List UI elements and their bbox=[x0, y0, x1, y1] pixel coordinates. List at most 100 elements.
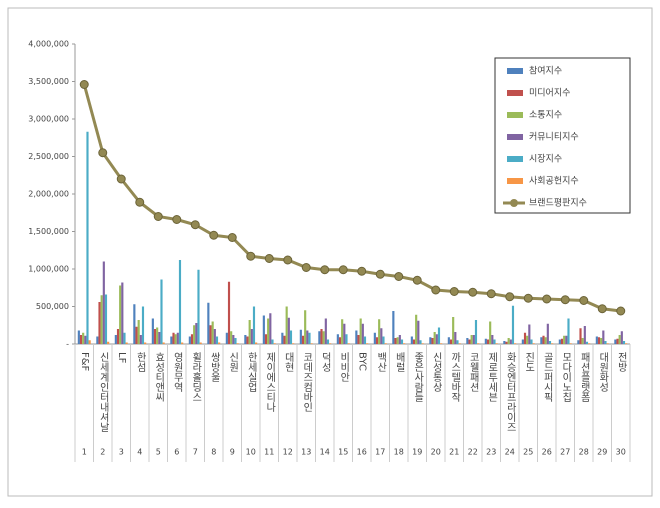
bar bbox=[193, 325, 196, 344]
line-marker bbox=[542, 294, 552, 304]
rank-label: 3 bbox=[119, 448, 124, 457]
bar bbox=[232, 335, 235, 344]
bar bbox=[565, 335, 568, 344]
bar bbox=[121, 282, 124, 344]
bar bbox=[211, 321, 214, 344]
bar bbox=[400, 339, 404, 344]
x-tick-label: 휠라홀딩스 bbox=[190, 351, 202, 402]
rank-label: 17 bbox=[375, 448, 385, 457]
bar bbox=[84, 335, 87, 344]
bar bbox=[102, 261, 105, 344]
x-tick-label: 까스텔바작 bbox=[449, 352, 461, 402]
x-tick-label: 비비안 bbox=[338, 352, 350, 382]
bar bbox=[486, 339, 490, 344]
legend-label: 미디어지수 bbox=[529, 88, 570, 99]
line-marker bbox=[227, 233, 237, 242]
bar bbox=[271, 339, 274, 344]
bar bbox=[551, 343, 554, 344]
bar bbox=[474, 320, 478, 344]
bar bbox=[135, 326, 138, 344]
bar bbox=[88, 340, 91, 344]
bar bbox=[514, 343, 517, 344]
bar bbox=[625, 343, 628, 344]
bar bbox=[264, 334, 268, 344]
y-tick-label: 4,000,000 bbox=[28, 40, 69, 49]
bar bbox=[412, 339, 416, 344]
bar bbox=[526, 335, 529, 344]
line-marker bbox=[560, 295, 570, 305]
bar bbox=[289, 330, 293, 344]
rank-label: 19 bbox=[412, 448, 422, 457]
bar bbox=[449, 339, 453, 344]
bar bbox=[213, 329, 216, 344]
bar bbox=[139, 335, 142, 344]
bar bbox=[394, 338, 397, 344]
bar bbox=[234, 338, 237, 344]
bar bbox=[472, 335, 475, 344]
bar bbox=[116, 329, 120, 344]
bar bbox=[375, 337, 379, 344]
bar bbox=[437, 327, 441, 344]
bar bbox=[329, 343, 332, 344]
legend-swatch bbox=[507, 112, 523, 118]
bar bbox=[523, 332, 527, 344]
bar bbox=[292, 343, 295, 344]
bar bbox=[326, 339, 330, 344]
bar bbox=[466, 338, 469, 344]
line-marker bbox=[209, 230, 219, 240]
bar bbox=[320, 329, 323, 344]
x-tick-label: F&F bbox=[79, 352, 90, 372]
x-tick-label: 쌍방울 bbox=[208, 352, 220, 382]
bar bbox=[597, 337, 601, 344]
bar bbox=[484, 338, 487, 344]
line-marker bbox=[135, 197, 145, 207]
bar bbox=[454, 332, 457, 344]
bar bbox=[507, 338, 510, 344]
bar bbox=[345, 334, 348, 344]
x-tick-label: 제로투세븐 bbox=[486, 352, 498, 402]
line-marker bbox=[98, 148, 108, 158]
x-tick-label: 대현 bbox=[282, 352, 294, 372]
bar bbox=[447, 337, 450, 344]
line-marker bbox=[264, 254, 274, 263]
legend-label: 브랜드평판지수 bbox=[529, 198, 587, 209]
rank-label: 23 bbox=[486, 448, 496, 457]
bar bbox=[190, 334, 194, 344]
bar bbox=[82, 332, 85, 344]
bar bbox=[281, 332, 284, 344]
x-tick-label: 배럴 bbox=[393, 352, 405, 372]
bar bbox=[505, 341, 508, 344]
bar bbox=[151, 318, 154, 344]
bar bbox=[347, 343, 350, 344]
x-tick-label: LF bbox=[116, 352, 127, 364]
line-marker bbox=[616, 306, 626, 316]
bar bbox=[622, 341, 626, 344]
line-marker bbox=[320, 265, 330, 275]
bar bbox=[588, 343, 591, 344]
x-tick-label: 신세계인터내셔날 bbox=[97, 352, 109, 432]
line-marker bbox=[153, 212, 163, 221]
x-tick-label: 영원무역 bbox=[171, 352, 183, 393]
bar bbox=[470, 335, 473, 344]
rank-label: 30 bbox=[616, 448, 626, 457]
bar bbox=[209, 325, 212, 344]
bar bbox=[86, 131, 89, 344]
bar bbox=[618, 335, 621, 344]
legend-label: 소통지수 bbox=[529, 110, 562, 121]
legend-swatch bbox=[507, 178, 523, 184]
y-tick-label: 2,000,000 bbox=[28, 190, 69, 199]
bar bbox=[252, 306, 256, 344]
bar bbox=[336, 334, 339, 344]
bar bbox=[310, 343, 313, 344]
bar bbox=[614, 339, 617, 344]
x-tick-label: 좋은사람들 bbox=[412, 352, 424, 402]
x-tick-label: 한섬 bbox=[134, 352, 146, 372]
bar bbox=[595, 336, 598, 344]
rank-label: 18 bbox=[394, 448, 404, 457]
bar bbox=[215, 336, 219, 344]
bar bbox=[548, 341, 552, 344]
bar bbox=[530, 339, 533, 344]
bar bbox=[456, 340, 459, 344]
rank-label: 29 bbox=[597, 448, 607, 457]
